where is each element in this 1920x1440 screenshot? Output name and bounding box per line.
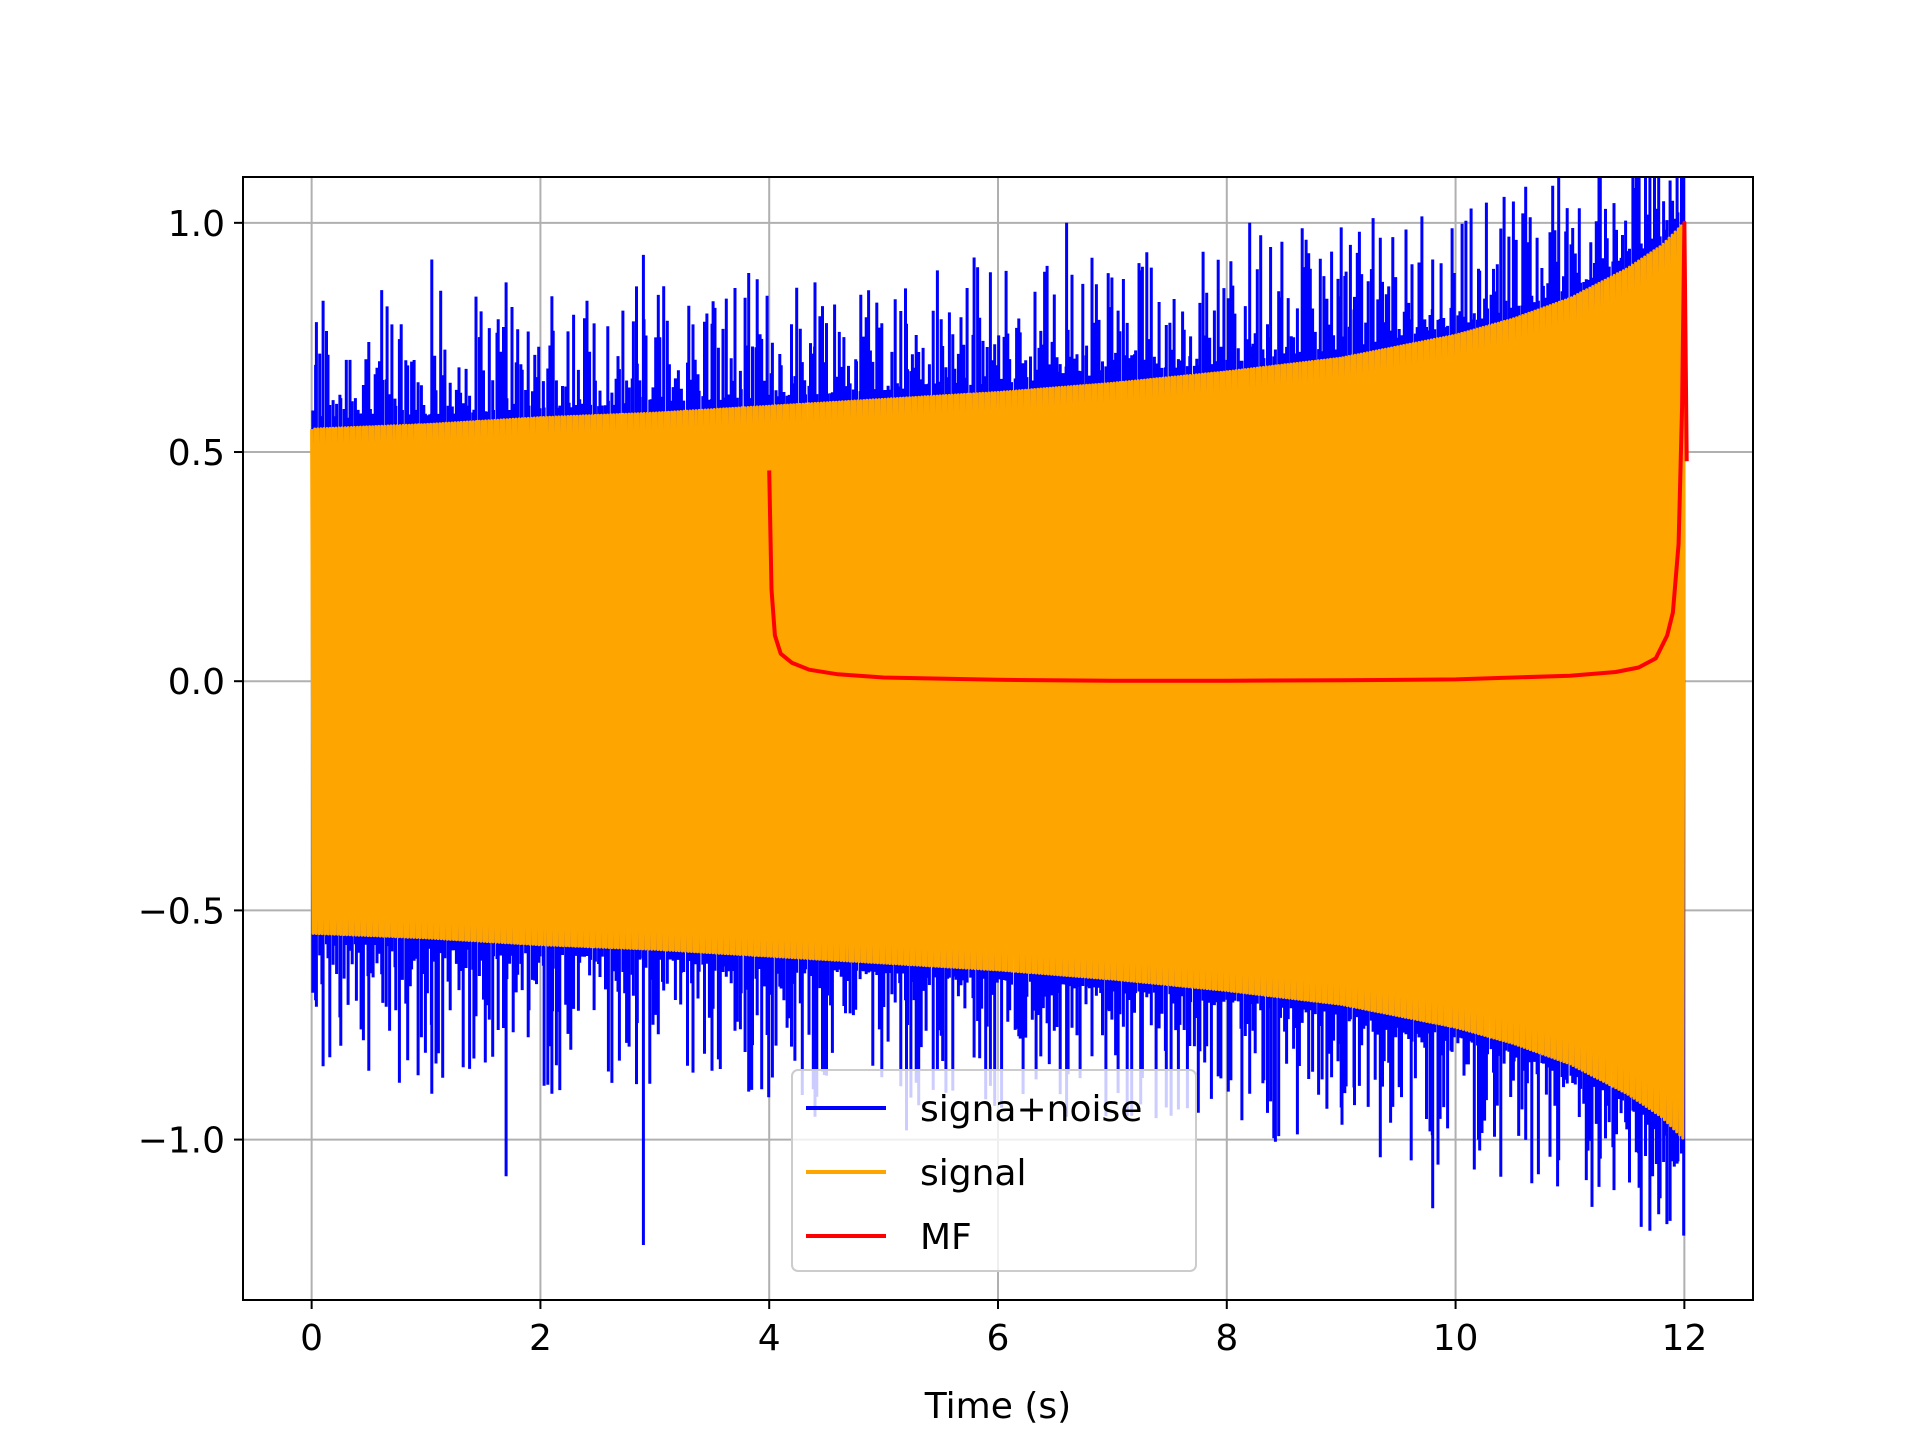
y-tick-label: −0.5 bbox=[138, 891, 225, 932]
y-tick-label: 0.0 bbox=[168, 662, 225, 703]
x-tick-label: 4 bbox=[758, 1318, 781, 1359]
y-tick-label: 1.0 bbox=[168, 204, 225, 245]
x-tick-label: 0 bbox=[300, 1318, 323, 1359]
x-tick-label: 8 bbox=[1215, 1318, 1238, 1359]
legend: signa+noise signal MF bbox=[791, 1069, 1197, 1272]
legend-box bbox=[791, 1069, 1197, 1272]
x-tick-label: 10 bbox=[1433, 1318, 1479, 1359]
series-mf-line bbox=[767, 220, 1689, 683]
legend-label: signal bbox=[920, 1153, 1027, 1194]
y-tick-label: −1.0 bbox=[138, 1121, 225, 1162]
x-tick-label: 2 bbox=[529, 1318, 552, 1359]
legend-label: signa+noise bbox=[920, 1089, 1142, 1130]
legend-label: MF bbox=[920, 1217, 972, 1258]
x-axis-label: Time (s) bbox=[924, 1386, 1071, 1427]
series-layer bbox=[310, 177, 1689, 1245]
series-signal-line bbox=[310, 222, 1686, 1140]
y-tick-label: 0.5 bbox=[168, 433, 225, 474]
x-tick-label: 12 bbox=[1661, 1318, 1707, 1359]
axes-ticks: 0 2 4 6 8 10 12 −1.0 −0.5 0.0 0.5 1.0 bbox=[138, 204, 1708, 1359]
x-tick-label: 6 bbox=[987, 1318, 1010, 1359]
